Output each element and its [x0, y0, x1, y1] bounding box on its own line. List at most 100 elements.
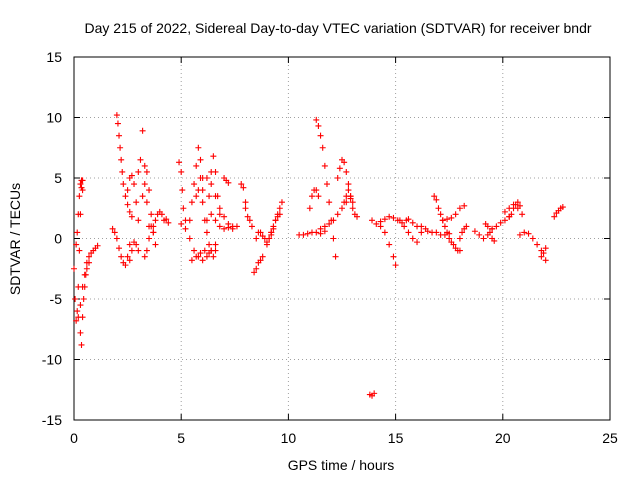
data-point: [191, 181, 198, 188]
data-point: [308, 193, 315, 200]
data-point: [188, 257, 195, 264]
data-point: [73, 317, 80, 324]
series-arc-17h-b: [446, 235, 463, 254]
data-point: [304, 230, 311, 237]
data-point: [242, 199, 249, 206]
y-tick-label: 0: [54, 231, 62, 247]
data-point: [216, 223, 223, 230]
data-point: [150, 229, 157, 236]
data-point: [414, 239, 421, 246]
data-point: [165, 219, 172, 226]
data-point: [143, 199, 150, 206]
data-point: [525, 230, 532, 237]
data-point: [146, 235, 153, 242]
data-point: [246, 217, 253, 224]
data-point: [212, 217, 219, 224]
data-point: [188, 199, 195, 206]
data-point: [306, 205, 313, 212]
series-arc-early-b: [73, 177, 86, 248]
data-point: [111, 229, 118, 236]
data-point: [141, 181, 148, 188]
data-point: [186, 235, 193, 242]
data-point: [72, 296, 79, 302]
data-point: [435, 205, 442, 212]
data-point: [141, 253, 148, 260]
data-point: [233, 223, 240, 230]
data-point: [203, 175, 210, 181]
series-arc-22h-b: [551, 204, 566, 220]
series-arc-7h-b: [238, 181, 249, 206]
series-arc-12h-b: [341, 187, 361, 220]
data-point: [476, 231, 483, 238]
data-point: [480, 235, 487, 242]
data-point: [433, 229, 440, 236]
data-point: [203, 253, 210, 260]
data-point: [182, 225, 189, 232]
data-point: [300, 231, 307, 238]
data-point: [330, 217, 337, 224]
data-point: [118, 156, 125, 163]
data-point: [77, 329, 84, 336]
series-arc-22h-a: [538, 245, 549, 260]
data-point: [263, 241, 270, 248]
plot-frame: [73, 56, 611, 421]
y-tick-label: -15: [42, 412, 62, 428]
data-point: [409, 219, 416, 226]
data-point: [75, 211, 82, 218]
series-arc-15h-a: [396, 217, 425, 246]
data-point: [225, 179, 232, 186]
data-point: [143, 168, 150, 175]
data-point: [332, 253, 339, 260]
data-point: [74, 229, 81, 236]
data-point: [493, 223, 500, 230]
data-point: [79, 187, 86, 194]
data-point: [373, 220, 380, 227]
data-point: [128, 172, 135, 179]
data-point: [221, 213, 228, 220]
data-point: [424, 228, 431, 235]
data-point: [431, 193, 438, 200]
y-tick-label: 5: [54, 170, 62, 186]
data-point: [401, 223, 408, 230]
data-point: [158, 211, 165, 218]
data-point: [341, 199, 348, 206]
data-point: [405, 229, 412, 236]
data-point: [321, 162, 328, 169]
data-point: [78, 177, 85, 184]
data-point: [278, 199, 285, 206]
data-point: [491, 237, 498, 244]
y-tick-label: 10: [46, 110, 62, 126]
data-point: [452, 211, 459, 218]
data-point: [369, 217, 376, 224]
x-axis-label: GPS time / hours: [288, 457, 395, 473]
data-point: [334, 211, 341, 218]
data-point: [315, 122, 322, 129]
data-point: [268, 229, 275, 236]
data-point: [126, 208, 133, 215]
data-point: [199, 257, 206, 264]
data-point: [347, 193, 354, 200]
series-arc-5h-a: [176, 159, 189, 224]
data-point: [343, 168, 350, 175]
data-point: [377, 223, 384, 230]
data-point: [216, 211, 223, 218]
data-point: [203, 229, 210, 236]
data-point: [120, 181, 127, 188]
series-arc-early-d: [75, 259, 93, 321]
data-point: [118, 253, 125, 260]
data-point: [345, 187, 352, 194]
data-point: [516, 231, 523, 238]
data-point: [74, 308, 81, 315]
data-point: [336, 165, 343, 172]
data-point: [349, 199, 356, 206]
data-point: [124, 187, 131, 194]
data-point: [178, 168, 185, 175]
data-point: [109, 225, 116, 232]
data-point: [71, 265, 77, 272]
data-point: [489, 225, 496, 232]
data-point: [272, 217, 279, 224]
data-point: [484, 223, 491, 230]
data-point: [326, 220, 333, 227]
data-point: [315, 193, 322, 200]
